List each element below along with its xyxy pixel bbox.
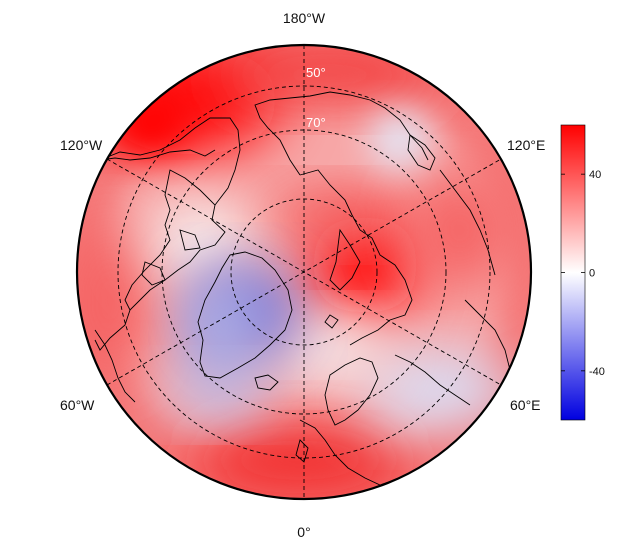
meridian-120w-60e xyxy=(106,158,502,386)
coast-greenland xyxy=(197,251,293,379)
colorbar-tick-label: -40 xyxy=(589,366,605,378)
colorbar: 40 0 -40 xyxy=(560,124,605,421)
coastlines xyxy=(94,91,511,486)
anomaly-field xyxy=(77,45,531,499)
lon-label-lower-right: 60°E xyxy=(510,397,541,413)
lon-label-top: 180°W xyxy=(283,10,326,26)
coast-alaska xyxy=(94,117,241,206)
lat-label-50: 50° xyxy=(306,65,326,80)
coast-canadian-arctic xyxy=(124,169,226,311)
coast-siberia xyxy=(299,169,413,346)
colorbar-tick-label: 40 xyxy=(589,169,601,181)
map-boundary xyxy=(75,43,533,501)
lon-label-lower-left: 60°W xyxy=(60,397,95,413)
coast-scandinavia xyxy=(324,357,379,426)
lat-label-70: 70° xyxy=(306,115,326,130)
graticule xyxy=(106,45,502,499)
colorbar-ticks: 40 0 -40 xyxy=(561,169,605,378)
lat-circle-60 xyxy=(117,85,491,459)
lon-label-bottom: 0° xyxy=(297,524,310,540)
lon-label-upper-left: 120°W xyxy=(60,137,103,153)
lon-label-upper-right: 120°E xyxy=(507,137,545,153)
anomaly-siberia-positive xyxy=(310,215,420,315)
colorbar-tick-label: 0 xyxy=(589,268,595,280)
